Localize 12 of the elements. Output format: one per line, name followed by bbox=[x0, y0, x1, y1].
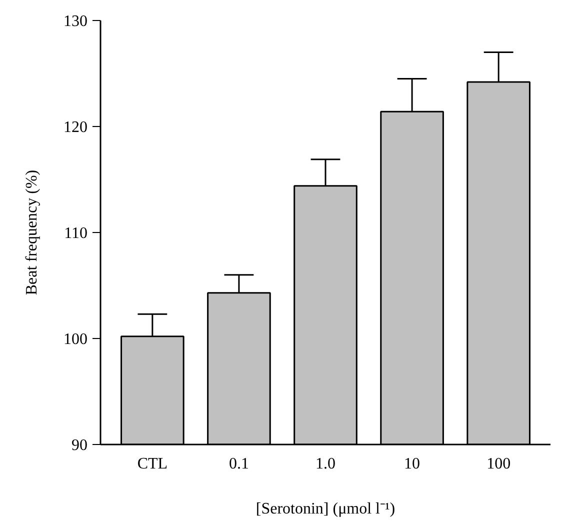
y-tick-label: 130 bbox=[64, 13, 88, 30]
y-tick-label: 90 bbox=[72, 437, 88, 454]
y-tick-label: 110 bbox=[64, 225, 88, 242]
x-axis-title: [Serotonin] (μmol l⁻¹) bbox=[256, 500, 396, 518]
x-tick-label: 100 bbox=[486, 456, 511, 472]
y-tick-label: 100 bbox=[64, 331, 88, 348]
x-tick-label: CTL bbox=[137, 456, 168, 472]
y-axis-title: Beat frequency (%) bbox=[24, 170, 40, 296]
x-tick-label: 10 bbox=[404, 456, 420, 472]
x-tick-label: 1.0 bbox=[316, 456, 336, 472]
x-tick-label: 0.1 bbox=[228, 456, 249, 472]
y-tick-label: 120 bbox=[64, 119, 88, 136]
